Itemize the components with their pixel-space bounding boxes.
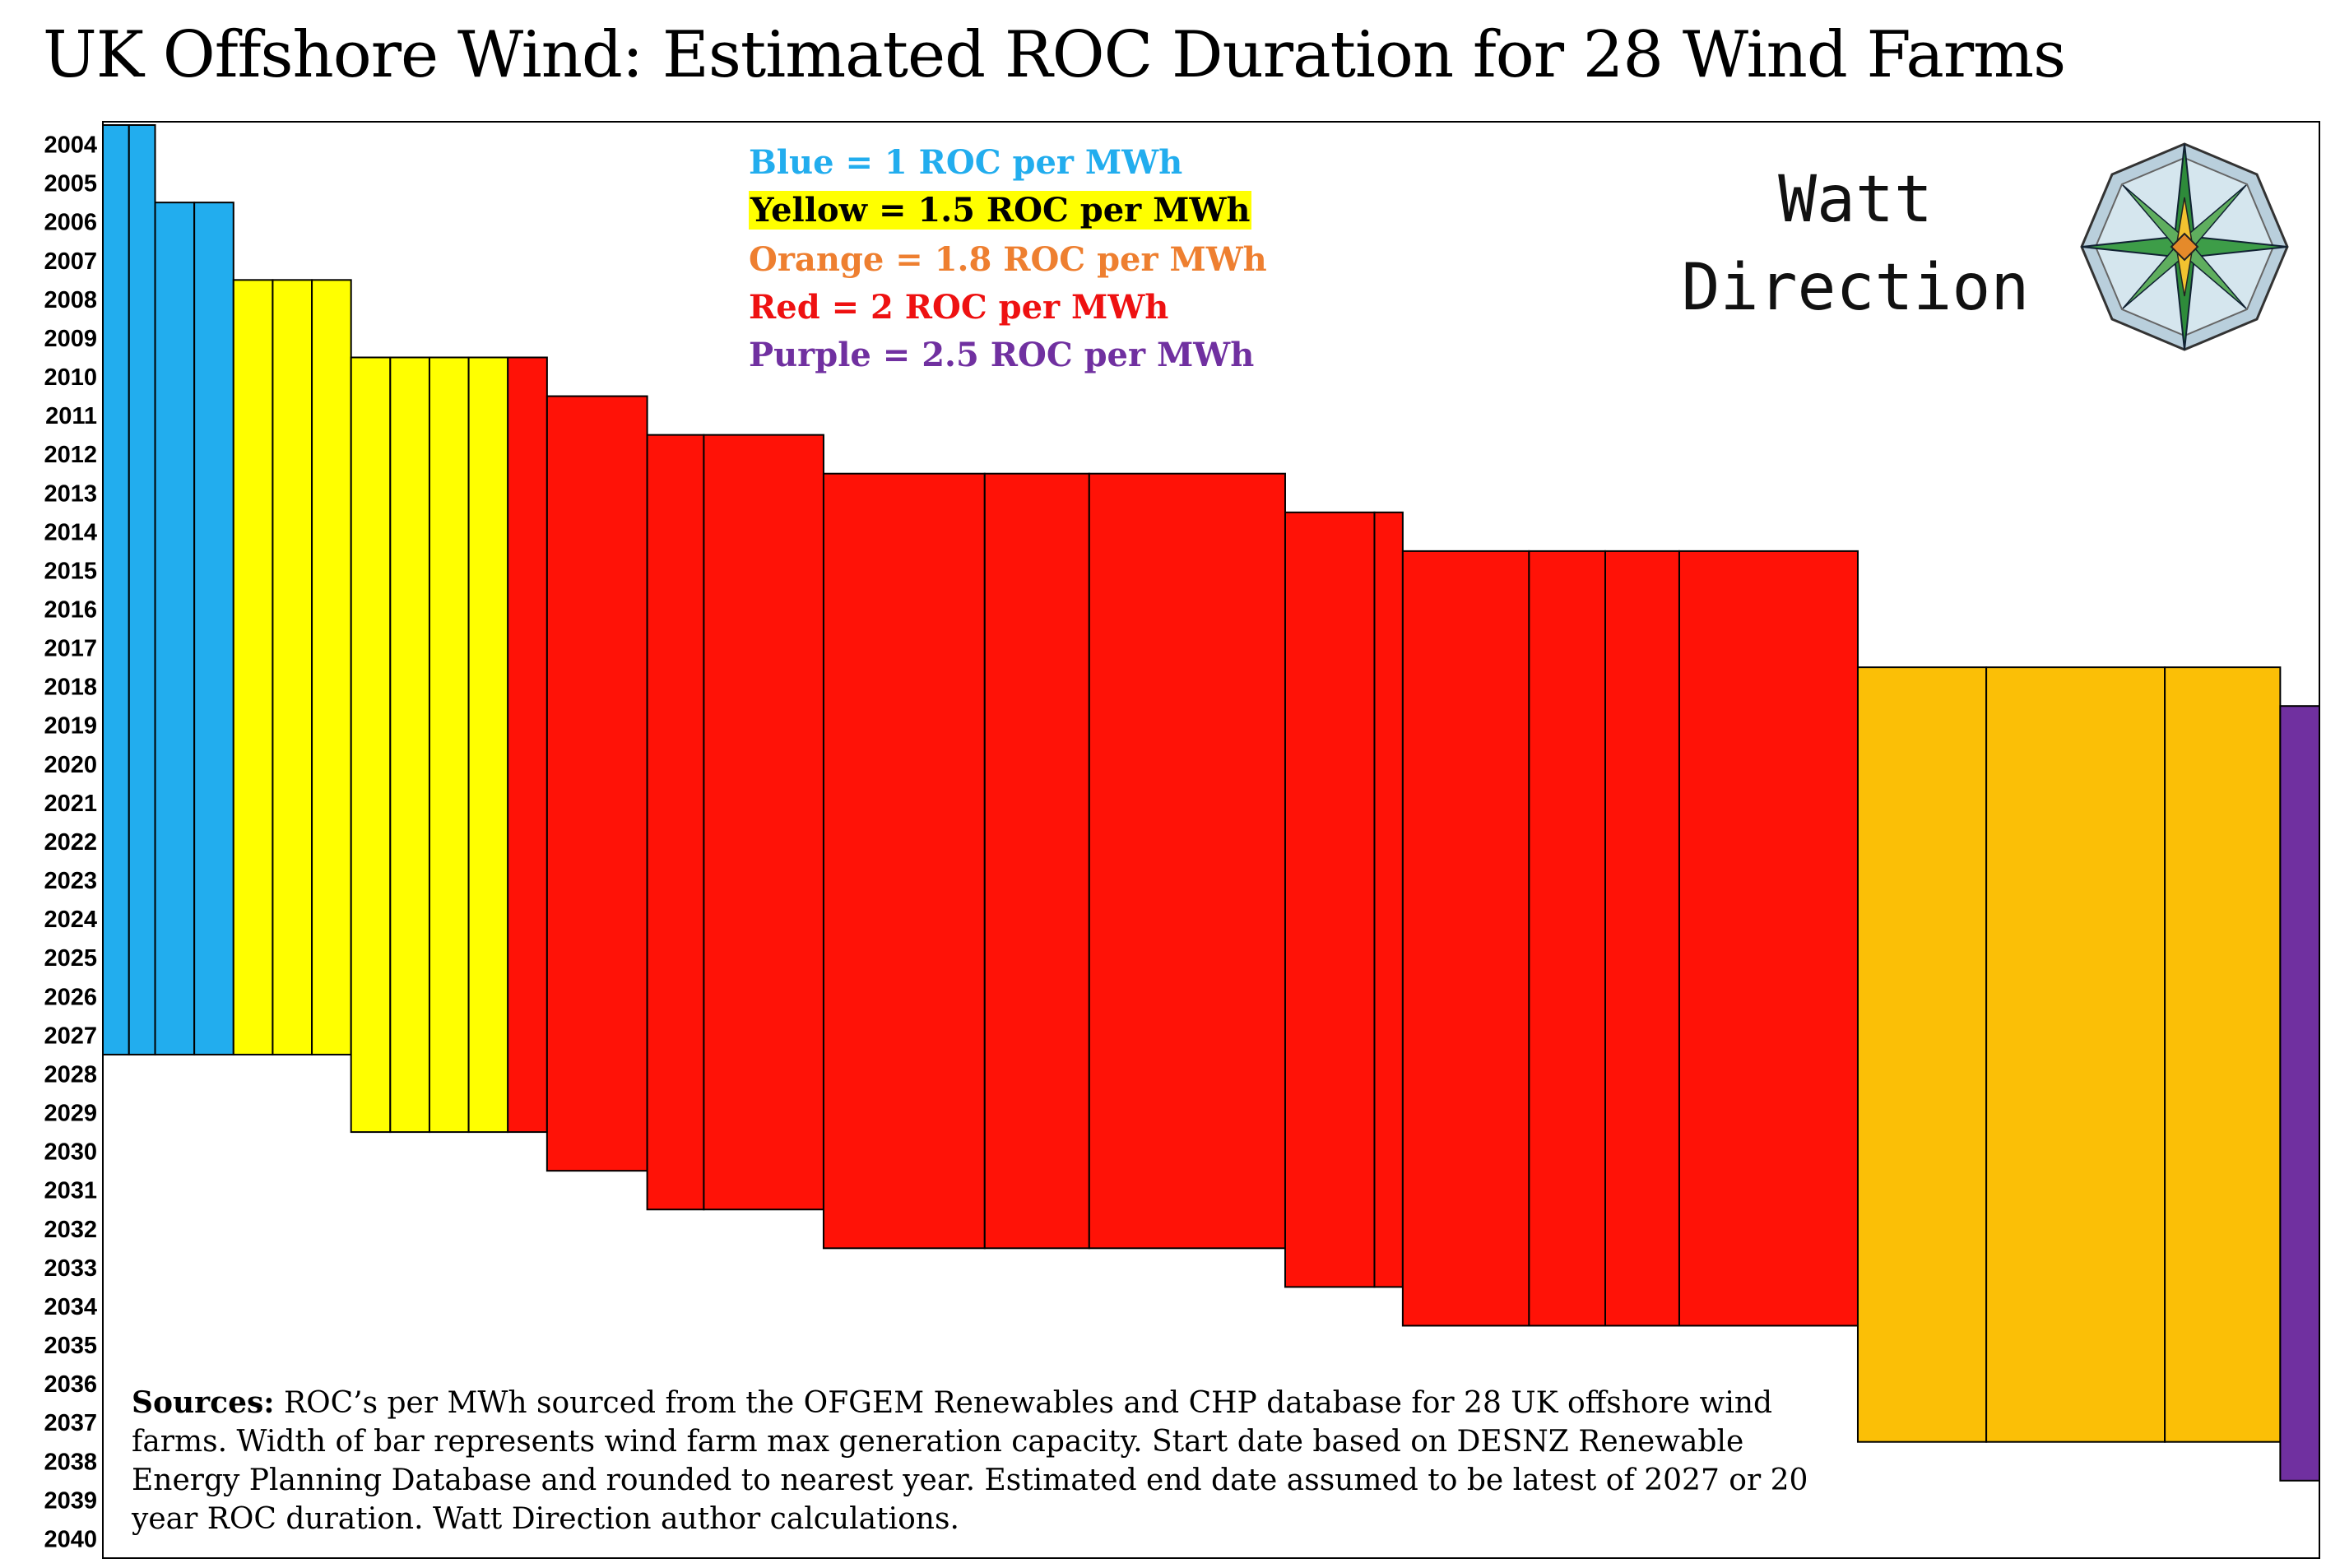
bar [1284, 511, 1376, 1288]
bar [428, 356, 470, 1134]
bar [703, 434, 824, 1211]
legend-item: Purple = 2.5 ROC per MWh [749, 332, 1254, 378]
bar [1985, 666, 2166, 1443]
y-tick-label: 2021 [44, 791, 97, 817]
bar [1678, 550, 1859, 1327]
y-tick-label: 2018 [44, 675, 97, 701]
y-tick-label: 2033 [44, 1255, 97, 1282]
y-tick-label: 2016 [44, 597, 97, 624]
sources-text: ROC’s per MWh sourced from the OFGEM Ren… [132, 1386, 1808, 1536]
bar [1528, 550, 1606, 1327]
y-tick-label: 2036 [44, 1371, 97, 1398]
bar [1401, 550, 1530, 1327]
legend-item-label: Purple = 2.5 ROC per MWh [749, 336, 1255, 374]
y-tick-label: 2035 [44, 1333, 97, 1359]
y-tick-label: 2012 [44, 442, 97, 468]
legend-item: Blue = 1 ROC per MWh [749, 140, 1182, 186]
y-axis-ticks: 2004 2005 2006 2007 2008 2009 2010 2011 2012 2013… [44, 132, 97, 1553]
legend-item-label: Blue = 1 ROC per MWh [749, 143, 1183, 182]
bar [272, 279, 313, 1055]
bar [2279, 705, 2321, 1482]
legend-item: Yellow = 1.5 ROC per MWh [749, 188, 1252, 234]
y-tick-label: 2039 [44, 1487, 97, 1514]
y-tick-label: 2026 [44, 984, 97, 1010]
y-tick-label: 2009 [44, 326, 97, 352]
bar [1088, 472, 1286, 1250]
y-tick-label: 2014 [44, 519, 97, 545]
bar [389, 356, 430, 1134]
y-tick-label: 2040 [44, 1526, 97, 1552]
bar [467, 356, 509, 1134]
compass-rose-icon [2080, 142, 2289, 351]
legend-item-label: Yellow = 1.5 ROC per MWh [749, 191, 1252, 230]
y-tick-label: 2028 [44, 1061, 97, 1088]
chart-title: UK Offshore Wind: Estimated ROC Duration… [43, 18, 2066, 92]
y-tick-label: 2034 [44, 1294, 97, 1320]
bar [646, 434, 705, 1211]
y-tick-label: 2015 [44, 558, 97, 584]
y-tick-label: 2008 [44, 287, 97, 313]
y-tick-label: 2024 [44, 907, 97, 933]
y-tick-label: 2037 [44, 1410, 97, 1436]
y-tick-label: 2022 [44, 829, 97, 856]
y-tick-label: 2030 [44, 1139, 97, 1166]
bar [983, 472, 1090, 1250]
bar [1856, 666, 1988, 1443]
sources-note: Sources: ROC’s per MWh sourced from the … [132, 1384, 1827, 1538]
y-tick-label: 2038 [44, 1449, 97, 1475]
bar [546, 395, 648, 1172]
bar [507, 356, 548, 1134]
bar [232, 279, 274, 1055]
bar [2164, 666, 2282, 1443]
bar [154, 202, 196, 1055]
y-tick-label: 2006 [44, 210, 97, 236]
y-tick-label: 2011 [45, 403, 97, 429]
legend-item-label: Red = 2 ROC per MWh [749, 288, 1169, 327]
y-tick-label: 2023 [44, 868, 97, 894]
y-tick-label: 2013 [44, 480, 97, 507]
y-tick-label: 2032 [44, 1217, 97, 1243]
bar [102, 124, 130, 1055]
y-tick-label: 2019 [44, 713, 97, 740]
bar [1373, 511, 1404, 1288]
bar [822, 472, 986, 1250]
y-tick-label: 2007 [44, 248, 97, 275]
y-tick-label: 2020 [44, 752, 97, 778]
y-tick-label: 2004 [44, 132, 97, 159]
y-tick-label: 2025 [44, 945, 97, 972]
y-tick-label: 2029 [44, 1101, 97, 1127]
legend-item: Red = 2 ROC per MWh [749, 285, 1168, 331]
y-tick-label: 2005 [44, 171, 97, 197]
legend-item: Orange = 1.8 ROC per MWh [749, 237, 1267, 283]
legend-item-label: Orange = 1.8 ROC per MWh [749, 240, 1267, 279]
bar [311, 279, 352, 1055]
bars-group [102, 124, 2321, 1482]
y-tick-label: 2010 [44, 364, 97, 391]
y-tick-label: 2017 [44, 636, 97, 662]
logo-text-watt: Watt [1778, 163, 1933, 237]
y-tick-label: 2027 [44, 1023, 97, 1049]
bar [128, 124, 156, 1055]
logo-text-direction: Direction [1681, 251, 2030, 325]
bar [193, 202, 234, 1055]
bar [350, 356, 392, 1134]
sources-label: Sources: [132, 1385, 275, 1420]
bar [1604, 550, 1680, 1327]
y-tick-label: 2031 [44, 1178, 97, 1204]
